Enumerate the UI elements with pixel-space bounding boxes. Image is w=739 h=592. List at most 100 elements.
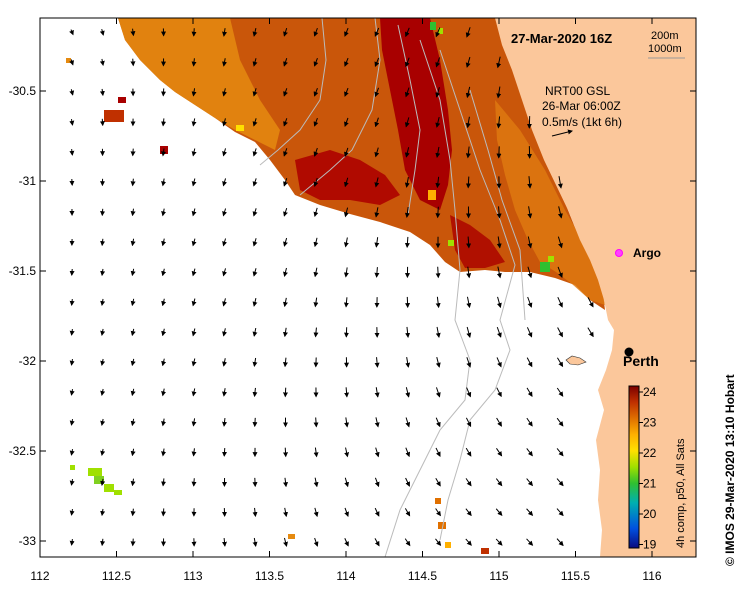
current-arrow (465, 538, 472, 546)
colorbar-tick-label: 19 (643, 538, 657, 552)
current-arrow (344, 387, 350, 398)
current-arrow (404, 538, 411, 547)
current-arrow (435, 176, 441, 189)
current-arrow (343, 177, 349, 188)
current-arrow (404, 508, 411, 517)
sst-pixel (438, 522, 446, 529)
current-arrow (496, 116, 502, 129)
colorbar-tick-label: 20 (643, 507, 657, 521)
current-arrow (374, 447, 380, 458)
current-arrow (252, 118, 258, 127)
current-arrow (465, 508, 472, 517)
bathymetry-contours (259, 18, 526, 557)
current-arrow (282, 327, 288, 338)
current-arrow (496, 387, 502, 398)
current-arrow (435, 417, 441, 428)
x-tick-label: 116 (642, 569, 661, 583)
current-arrow (435, 387, 441, 398)
x-axis: 112 112.5 113 113.5 114 114.5 115 115.5 116 (30, 18, 662, 583)
current-arrow (435, 508, 441, 517)
sst-pixel (430, 22, 436, 30)
current-arrow (556, 448, 564, 457)
current-arrow (557, 176, 563, 189)
current-arrow (252, 268, 258, 277)
current-arrow (556, 387, 564, 397)
current-arrow (495, 478, 503, 487)
y-tick-label: -33 (19, 534, 37, 548)
current-arrow (557, 296, 563, 308)
current-arrow (374, 357, 380, 368)
sst-pixel (118, 97, 126, 103)
current-arrow (252, 507, 258, 518)
current-arrow (465, 176, 471, 189)
current-arrow (374, 267, 380, 278)
current-arrow (526, 387, 533, 397)
current-arrow (283, 148, 288, 157)
sst-mid-region (118, 18, 280, 150)
current-arrow (496, 447, 503, 457)
current-arrow (130, 178, 136, 187)
current-arrow (100, 448, 106, 457)
current-model: NRT00 GSL (545, 84, 610, 98)
current-arrow (69, 419, 75, 426)
current-arrow (130, 358, 136, 367)
current-arrow (99, 88, 105, 97)
current-arrow (374, 117, 380, 128)
current-arrow (191, 328, 197, 337)
perth-label: Perth (623, 353, 659, 369)
current-arrow (252, 58, 258, 67)
current-arrow (344, 507, 349, 517)
x-tick-label: 112 (30, 569, 49, 583)
current-arrow (344, 27, 349, 37)
current-arrow (222, 448, 227, 457)
current-arrow (191, 178, 197, 187)
current-arrow (69, 329, 75, 336)
sst-pixel (114, 490, 122, 495)
current-arrow (496, 86, 502, 99)
current-arrow (374, 177, 380, 188)
current-arrow (161, 238, 167, 247)
current-arrow (283, 537, 288, 547)
x-tick-label: 114 (336, 569, 355, 583)
current-arrow (100, 538, 106, 547)
current-arrow (374, 417, 380, 428)
current-arrow (526, 538, 534, 546)
current-arrow (191, 58, 197, 67)
sst-pixel (236, 125, 244, 131)
current-arrow (161, 478, 167, 487)
current-arrow (222, 118, 227, 127)
current-arrow (343, 297, 349, 308)
argo-marker[interactable] (615, 249, 623, 257)
current-arrow (69, 29, 74, 36)
current-arrow (374, 27, 380, 37)
current-arrow (435, 206, 441, 219)
current-arrow (465, 56, 471, 68)
current-arrow (222, 208, 227, 217)
current-arrow (527, 176, 533, 189)
current-arrow (130, 58, 136, 67)
current-arrow (161, 178, 167, 187)
current-arrow (283, 267, 288, 277)
current-arrow (283, 237, 288, 247)
current-arrow (100, 418, 106, 427)
current-arrow (496, 266, 502, 279)
current-arrow (496, 56, 502, 69)
current-arrow (130, 448, 136, 457)
current-arrow (222, 178, 227, 187)
current-arrow (465, 417, 472, 428)
current-arrow (526, 357, 533, 368)
colorbar-ticks: 24 23 22 21 20 19 (639, 385, 657, 552)
current-arrow (435, 357, 441, 368)
current-arrow (252, 537, 258, 547)
current-arrow (526, 448, 533, 457)
current-arrow (374, 57, 380, 68)
current-arrow (161, 358, 167, 367)
sst-pixel (540, 262, 550, 272)
perth-marker[interactable] (624, 347, 634, 357)
current-arrow (405, 477, 410, 487)
current-arrow (130, 298, 136, 307)
y-tick-label: -32.5 (9, 444, 37, 458)
current-arrow (435, 447, 441, 457)
current-arrow (313, 117, 319, 127)
